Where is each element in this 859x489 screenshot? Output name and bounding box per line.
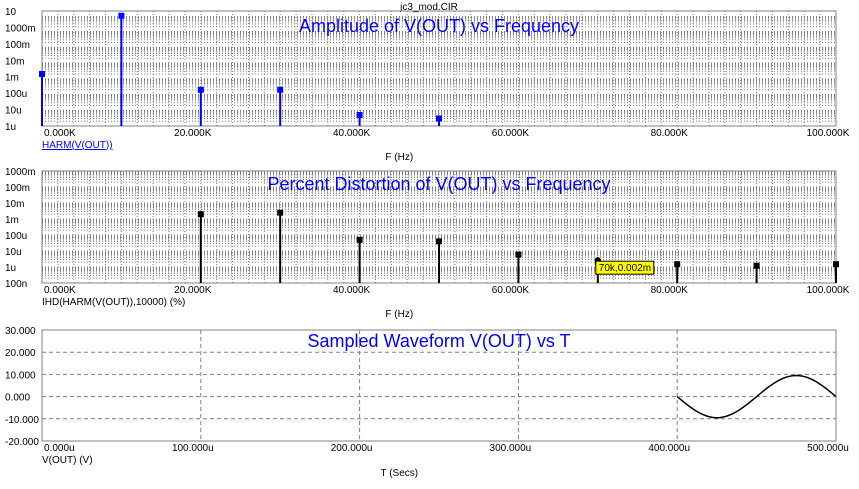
waveform-series-line (676, 374, 837, 419)
distortion-marker (197, 211, 204, 218)
distortion-tooltip-box (595, 260, 655, 275)
distortion-x-label: F (Hz) (385, 309, 413, 320)
waveform-y-label: V(OUT) (V) (42, 455, 93, 466)
amplitude-marker (197, 86, 204, 93)
waveform-y-tick: 20.000 (5, 348, 36, 359)
distortion-x-tick: 100.000K (807, 285, 850, 296)
waveform-x-tick: 0.000u (44, 443, 75, 454)
waveform-x-tick: 200.000u (331, 443, 373, 454)
waveform-y-tick: -10.000 (5, 415, 39, 426)
distortion-marker (515, 251, 522, 258)
waveform-y-tick: 10.000 (5, 370, 36, 381)
amplitude-x-tick: 60.000K (492, 128, 530, 139)
distortion-y-tick: 100u (5, 231, 27, 242)
distortion-y-label: IHD(HARM(V(OUT)),10000) (%) (42, 297, 185, 308)
amplitude-x-tick: 40.000K (333, 128, 371, 139)
distortion-marker (436, 238, 442, 245)
waveform-frame (41, 329, 837, 442)
amplitude-y-tick: 10m (5, 56, 24, 67)
amplitude-grid (42, 11, 836, 127)
distortion-x-tick: 20.000K (174, 285, 212, 296)
distortion-marker (833, 261, 839, 268)
distortion-x-tick: 40.000K (333, 285, 371, 296)
amplitude-title: Amplitude of V(OUT) vs Frequency (299, 16, 579, 36)
distortion-grid (42, 171, 836, 284)
amplitude-marker (118, 12, 125, 19)
amplitude-marker (277, 86, 284, 93)
distortion-y-tick: 1000m (5, 167, 36, 178)
amplitude-y-tick: 10 (5, 7, 17, 18)
distortion-x-tick: 60.000K (492, 285, 530, 296)
distortion-y-tick: 10u (5, 247, 22, 258)
amplitude-y-tick: 10u (5, 106, 22, 117)
distortion-x-tick: 80.000K (651, 285, 689, 296)
waveform-x-tick: 400.000u (648, 443, 690, 454)
amplitude-x-tick: 80.000K (651, 128, 689, 139)
amplitude-marker (436, 115, 442, 122)
amplitude-x-label: F (Hz) (385, 152, 413, 163)
amplitude-y-tick: 1m (5, 73, 19, 84)
distortion-y-tick: 100n (5, 279, 27, 290)
distortion-title: Percent Distortion of V(OUT) vs Frequenc… (267, 174, 610, 194)
amplitude-x-tick: 20.000K (174, 128, 212, 139)
waveform-x-tick: 100.000u (172, 443, 214, 454)
distortion-y-tick: 1u (5, 263, 16, 274)
distortion-tooltip-text: 70k,0.002m (599, 263, 651, 274)
distortion-marker (674, 261, 681, 268)
waveform-x-tick: 300.000u (490, 443, 532, 454)
distortion-marker (753, 262, 760, 269)
distortion-x-tick: 0.000K (44, 285, 76, 296)
amplitude-y-tick: 1000m (5, 23, 36, 34)
distortion-y-tick: 10m (5, 199, 24, 210)
waveform-y-tick: 30.000 (5, 326, 36, 337)
waveform-y-tick: -20.000 (5, 437, 39, 448)
distortion-y-tick: 100m (5, 183, 30, 194)
distortion-marker (277, 209, 284, 216)
distortion-marker (356, 236, 363, 243)
amplitude-marker (39, 71, 45, 78)
amplitude-marker (356, 111, 363, 118)
waveform-grid (42, 330, 836, 441)
amplitude-y-tick: 100u (5, 89, 27, 100)
amplitude-y-label: HARM(V(OUT)) (42, 140, 113, 151)
waveform-title: Sampled Waveform V(OUT) vs T (307, 331, 570, 351)
distortion-y-tick: 1m (5, 215, 19, 226)
waveform-x-label: T (Secs) (380, 468, 418, 479)
amplitude-y-tick: 100m (5, 40, 30, 51)
waveform-x-tick: 500.000u (807, 443, 849, 454)
amplitude-x-tick: 0.000K (44, 128, 76, 139)
waveform-y-tick: 0.000 (5, 393, 30, 404)
amplitude-x-tick: 100.000K (807, 128, 850, 139)
window-title: jc3_mod.CIR (399, 2, 458, 13)
amplitude-y-tick: 1u (5, 122, 16, 133)
